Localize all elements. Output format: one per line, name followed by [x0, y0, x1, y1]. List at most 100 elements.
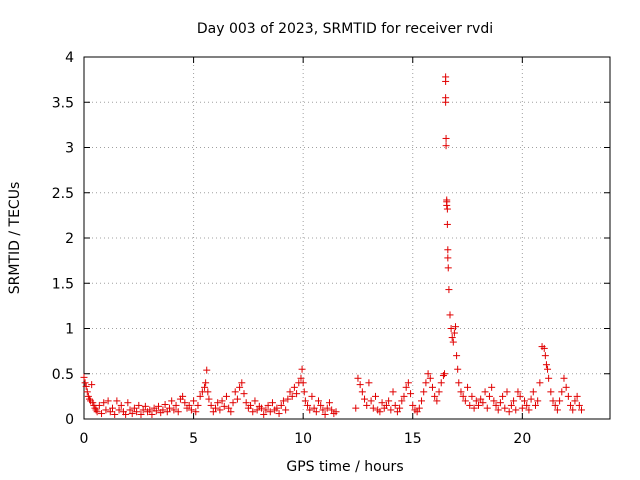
x-axis-label: GPS time / hours	[286, 459, 403, 475]
data-point	[310, 404, 318, 412]
x-tick-label: 15	[404, 431, 422, 447]
data-point	[266, 408, 274, 416]
data-point	[262, 406, 270, 414]
data-point	[363, 401, 371, 409]
data-point	[141, 402, 149, 410]
data-point	[258, 404, 266, 412]
data-point	[514, 388, 522, 396]
data-point	[455, 379, 463, 387]
data-point	[470, 404, 478, 412]
y-tick-label: 3.5	[52, 95, 74, 111]
data-point	[194, 401, 202, 409]
data-point	[442, 134, 450, 142]
data-point	[501, 404, 509, 412]
data-point	[400, 392, 408, 400]
data-point	[536, 379, 544, 387]
data-point	[529, 388, 537, 396]
data-point	[130, 404, 138, 412]
data-point	[443, 220, 451, 228]
data-point	[301, 397, 309, 405]
data-point	[319, 406, 327, 414]
data-point	[437, 379, 445, 387]
data-point	[128, 410, 136, 418]
data-point	[481, 388, 489, 396]
data-point	[441, 370, 449, 378]
data-point	[122, 410, 130, 418]
data-point	[389, 388, 397, 396]
data-point	[457, 388, 465, 396]
data-point	[185, 401, 193, 409]
data-point	[562, 383, 570, 391]
data-point	[251, 397, 259, 405]
data-point	[361, 395, 369, 403]
data-point	[148, 410, 156, 418]
data-point	[461, 397, 469, 405]
data-point	[534, 397, 542, 405]
data-point	[93, 408, 101, 416]
data-point	[233, 395, 241, 403]
data-point	[92, 406, 100, 414]
data-point	[494, 406, 502, 414]
data-point	[376, 408, 384, 416]
data-point	[277, 401, 285, 409]
data-point	[102, 406, 110, 414]
data-point	[216, 406, 224, 414]
data-point	[332, 408, 340, 416]
data-point	[209, 408, 217, 416]
data-point	[447, 325, 455, 332]
y-tick-label: 1.5	[52, 276, 74, 292]
data-point	[196, 392, 204, 400]
data-point	[512, 406, 520, 414]
data-point	[187, 406, 195, 414]
data-point	[553, 406, 561, 414]
data-point	[424, 370, 432, 378]
data-point	[88, 381, 96, 389]
data-point	[450, 329, 458, 337]
data-point	[137, 410, 145, 418]
data-point	[284, 395, 292, 403]
data-point	[356, 381, 364, 389]
data-point	[117, 401, 125, 409]
data-point	[442, 142, 450, 150]
tick-layer: 0 5 10 15 20 0 0.5 1 1.5 2 2.5 3 3.5 4	[52, 50, 610, 447]
data-point	[139, 406, 147, 414]
data-point	[260, 410, 268, 418]
data-point	[444, 264, 452, 272]
data-point	[293, 390, 301, 398]
data-point	[540, 344, 548, 352]
data-point	[571, 397, 579, 405]
data-point	[518, 404, 526, 412]
data-point	[214, 399, 222, 407]
data-point	[575, 401, 583, 409]
data-point	[159, 406, 167, 414]
data-point	[80, 373, 88, 381]
data-point	[453, 352, 461, 360]
data-point	[490, 397, 498, 405]
data-point	[133, 408, 141, 416]
data-point	[567, 401, 575, 409]
data-point	[152, 407, 160, 415]
data-point	[426, 374, 434, 382]
data-point	[179, 392, 187, 400]
data-point	[174, 408, 182, 416]
data-point	[229, 399, 237, 407]
data-point	[527, 395, 535, 403]
data-point	[325, 399, 333, 407]
data-point	[477, 395, 485, 403]
data-point	[475, 401, 482, 409]
x-tick-label: 5	[189, 431, 198, 447]
data-point	[422, 379, 430, 387]
data-point	[439, 372, 447, 380]
data-point	[279, 397, 287, 405]
data-point	[516, 392, 524, 400]
data-point	[442, 77, 450, 85]
data-point	[111, 410, 119, 418]
data-point	[398, 397, 406, 405]
data-point	[290, 383, 298, 391]
data-point	[161, 401, 169, 409]
data-point	[308, 392, 316, 400]
data-point	[172, 401, 180, 409]
chart-title: Day 003 of 2023, SRMTID for receiver rvd…	[197, 21, 493, 37]
plot-frame	[83, 56, 611, 420]
data-point	[503, 388, 511, 396]
